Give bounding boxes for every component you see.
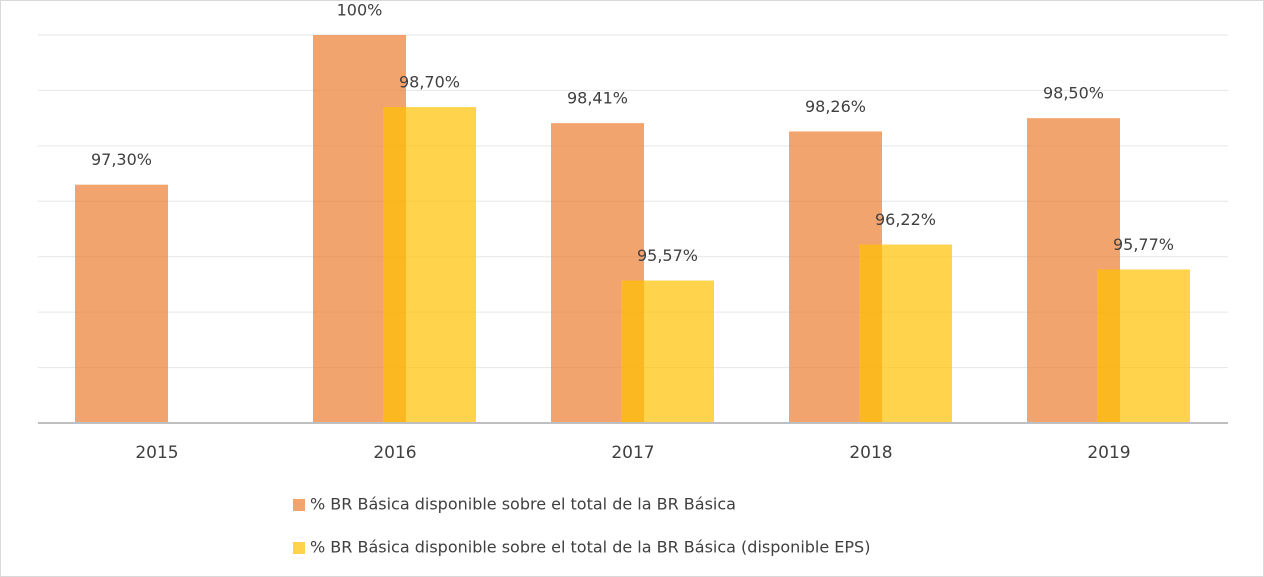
bar [1097, 269, 1190, 423]
legend-swatch [293, 499, 305, 511]
legend-label: % BR Básica disponible sobre el total de… [310, 538, 870, 557]
data-label: 95,77% [1113, 235, 1174, 254]
x-tick-label: 2018 [849, 443, 892, 463]
legend-label: % BR Básica disponible sobre el total de… [310, 495, 736, 514]
x-tick-label: 2016 [373, 443, 416, 463]
data-label: 96,22% [875, 210, 936, 229]
bar [383, 107, 476, 424]
bar [859, 244, 952, 423]
x-tick-label: 2015 [135, 443, 178, 463]
legend-swatch [293, 542, 305, 554]
data-label: 98,70% [399, 73, 460, 92]
bar [621, 280, 714, 423]
data-label: 97,30% [91, 150, 152, 169]
x-tick-label: 2019 [1087, 443, 1130, 463]
x-tick-label: 2017 [611, 443, 654, 463]
data-label: 98,50% [1043, 84, 1104, 103]
data-label: 98,41% [567, 89, 628, 108]
data-label: 100% [337, 1, 383, 20]
bar [75, 184, 168, 423]
data-label: 95,57% [637, 246, 698, 265]
data-label: 98,26% [805, 97, 866, 116]
